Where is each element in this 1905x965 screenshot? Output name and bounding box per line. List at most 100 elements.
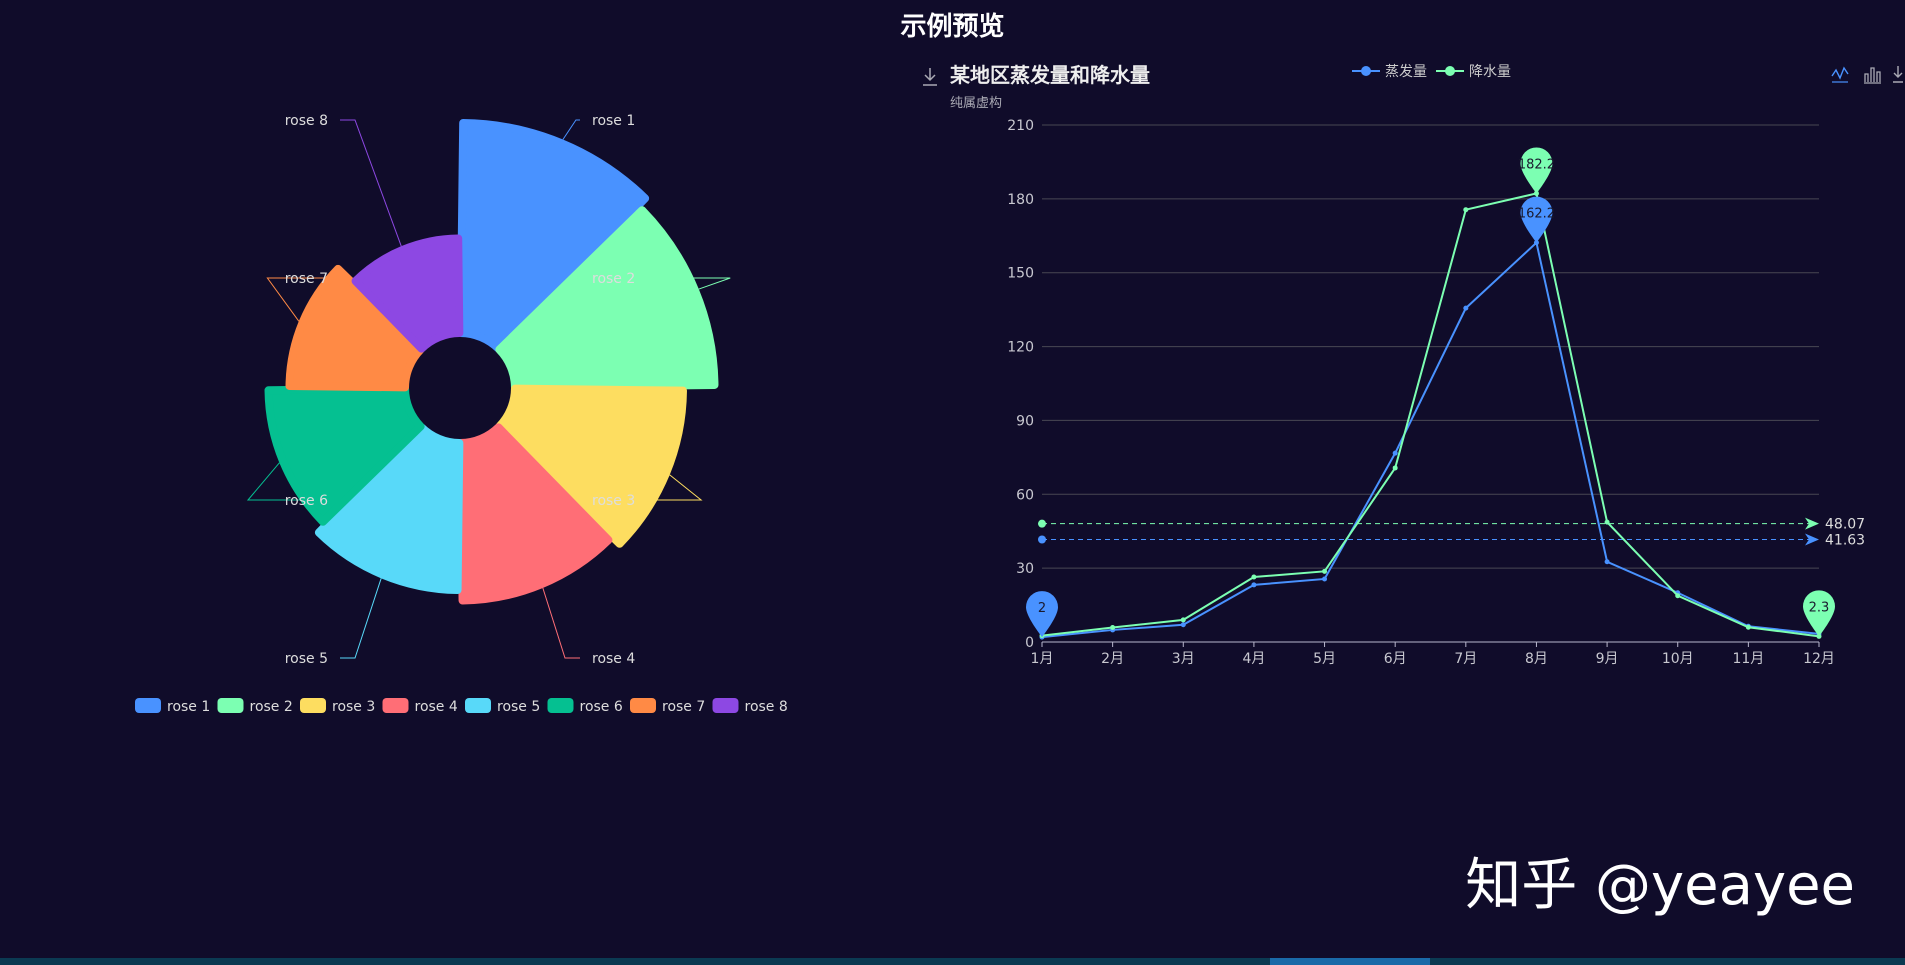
mark-point-label: 162.2 [1518,207,1555,222]
series-line [1041,192,1820,638]
data-point [1745,624,1751,630]
rose-legend-item[interactable]: rose 4 [382,698,458,715]
x-tick-label: 7月 [1454,651,1477,667]
rose-label: rose 1 [592,113,635,129]
y-tick-label: 150 [1007,266,1034,282]
rose-legend-label: rose 5 [497,699,540,715]
rose-legend-swatch [382,698,409,713]
x-tick-label: 4月 [1242,651,1265,667]
mark-line-label: 41.63 [1825,533,1865,549]
rose-legend-swatch [135,698,161,713]
watermark: 知乎 @yeayee [1465,853,1855,918]
line-chart-subtitle: 纯属虚构 [950,96,1002,111]
mark-point-label: 182.2 [1518,157,1555,172]
rose-legend-item[interactable]: rose 7 [630,698,705,715]
mark-line-arrow [1805,533,1819,546]
rose-legend-swatch [217,698,244,713]
data-point [1180,622,1186,628]
rose-label-line [562,119,580,140]
rose-label: rose 2 [592,271,635,287]
rose-slice [456,119,650,353]
rose-legend: rose 1 rose 2 rose 3 rose 4 rose 5 rose 6 rose… [135,698,788,715]
rose-legend-label: rose 6 [580,699,623,715]
data-point [1392,450,1398,456]
data-point [1180,617,1186,623]
x-tick-label: 1月 [1031,651,1054,667]
rose-slice [351,234,464,353]
line-legend-item-precipitation[interactable]: 降水量 [1436,64,1511,80]
rose-legend-item[interactable]: rose 1 [135,698,210,715]
x-tick-label: 11月 [1732,651,1764,667]
rose-label: rose 4 [592,651,635,667]
rose-slice [314,423,464,594]
data-point [1675,593,1681,599]
rose-label-line [340,119,402,247]
rose-legend-swatch [712,698,739,713]
rose-slice [495,206,719,392]
rose-label: rose 7 [285,271,328,287]
x-tick-label: 6月 [1384,651,1407,667]
y-tick-label: 0 [1025,635,1034,651]
rose-label-line [266,277,340,322]
line-legend-label: 降水量 [1469,64,1511,80]
rose-legend-label: rose 7 [662,699,705,715]
y-tick-label: 30 [1016,561,1034,577]
data-point [1322,576,1328,582]
save-image-icon[interactable] [1893,66,1903,83]
rose-legend-label: rose 4 [415,699,458,715]
line-chart: 某地区蒸发量和降水量 纯属虚构 蒸发量 降水量 0 30 60 90 120 150 180… [923,63,1903,667]
y-tick-label: 120 [1007,340,1034,356]
x-tick-label: 3月 [1172,651,1195,667]
rose-legend-item[interactable]: rose 6 [547,698,623,715]
rose-slice [264,384,425,526]
line-series [1039,190,1822,640]
rose-legend-item[interactable]: rose 3 [300,698,375,715]
y-grid: 0 30 60 90 120 150 180 210 [1007,118,1819,651]
bottom-bar [0,958,1905,965]
mark-point-label: 2 [1038,601,1046,616]
rose-label: rose 5 [285,651,328,667]
download-icon[interactable] [923,68,937,86]
data-point [1322,568,1328,574]
mark-point-pin [1520,196,1553,243]
data-point [1110,624,1116,630]
mark-point-pin [1520,147,1553,194]
data-point [1604,519,1610,525]
x-tick-label: 9月 [1596,651,1619,667]
rose-label-line [542,587,580,659]
line-legend-label: 蒸发量 [1385,64,1427,80]
y-tick-label: 210 [1007,118,1034,134]
rose-label-line [580,474,703,501]
data-point [1251,574,1257,580]
y-tick-label: 60 [1016,487,1034,503]
mark-points: 162.2 2 182.2 2.3 [1026,147,1835,638]
rose-legend-item[interactable]: rose 2 [217,698,293,715]
x-tick-label: 10月 [1662,651,1694,667]
mark-line-label: 48.07 [1825,517,1865,533]
rose-legend-label: rose 3 [332,699,375,715]
rose-slice [495,384,687,548]
rose-label-line [246,462,340,501]
line-chart-icon[interactable] [1831,66,1849,83]
line-legend-item-evaporation[interactable]: 蒸发量 [1352,64,1427,80]
rose-legend-swatch [465,698,491,713]
mark-point-pin [1026,591,1058,638]
data-point [1463,207,1469,213]
bar-chart-icon[interactable] [1864,67,1881,84]
mark-point-pin [1803,590,1835,637]
rose-legend-label: rose 2 [250,699,293,715]
line-chart-title: 某地区蒸发量和降水量 [950,63,1150,87]
rose-legend-item[interactable]: rose 8 [712,698,788,715]
bottom-bar-accent [1270,958,1430,965]
rose-legend-swatch [630,698,656,713]
data-point [1251,582,1257,588]
rose-slice [285,264,425,392]
rose-legend-swatch [547,698,574,713]
series-line [1041,240,1820,639]
x-tick-label: 12月 [1803,651,1835,667]
rose-label: rose 3 [592,493,635,509]
rose-legend-item[interactable]: rose 5 [465,698,540,715]
x-tick-label: 8月 [1525,651,1548,667]
